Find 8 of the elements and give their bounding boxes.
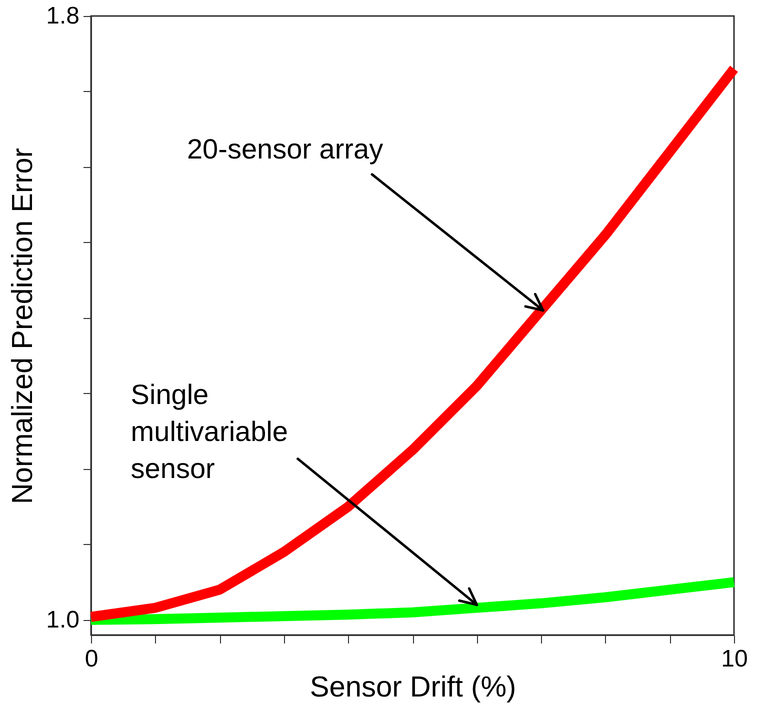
x-tick-label: 10 [721,646,748,672]
annotation: 20-sensor array [186,133,384,164]
y-axis-title: Normalized Prediction Error [7,148,40,504]
x-tick-label: 0 [84,646,98,672]
x-axis-title: Sensor Drift (%) [310,672,516,704]
y-tick-label: 1.8 [46,2,80,30]
y-tick-label: 1.0 [46,606,80,634]
annotation: Single multivariable sensor [130,378,288,484]
